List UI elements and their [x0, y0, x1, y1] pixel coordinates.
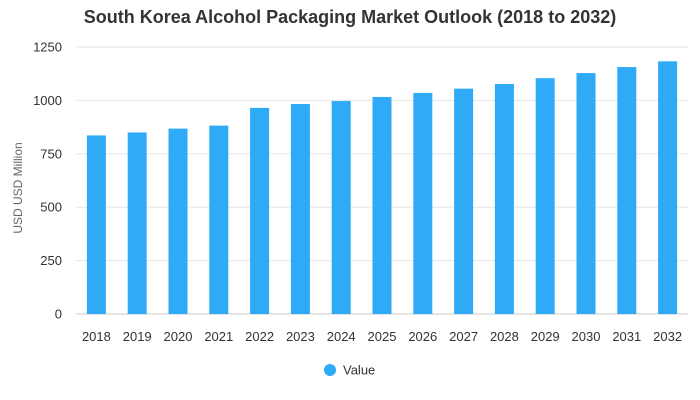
bar-2028[interactable]	[494, 83, 514, 315]
x-tick-label: 2028	[490, 329, 519, 344]
bar-2019[interactable]	[127, 132, 147, 314]
x-tick-label: 2026	[408, 329, 437, 344]
y-axis-ticks: 0 250 500 750 1000 1250	[33, 40, 62, 322]
x-tick-label: 2031	[612, 329, 641, 344]
bar-2023[interactable]	[290, 104, 310, 315]
bar-2030[interactable]	[576, 73, 596, 314]
legend-label-value: Value	[343, 363, 375, 378]
x-tick-label: 2027	[449, 329, 478, 344]
bar-2025[interactable]	[372, 96, 392, 315]
bar-2031[interactable]	[617, 67, 637, 314]
y-tick-label: 1000	[33, 93, 62, 108]
legend-marker-value	[324, 364, 336, 376]
x-tick-label: 2021	[204, 329, 233, 344]
x-tick-label: 2029	[531, 329, 560, 344]
bar-2021[interactable]	[209, 125, 229, 314]
bars	[86, 61, 678, 315]
y-tick-label: 1250	[33, 40, 62, 55]
x-tick-label: 2032	[653, 329, 682, 344]
bar-2026[interactable]	[413, 92, 433, 314]
x-tick-label: 2020	[164, 329, 193, 344]
x-tick-label: 2018	[82, 329, 111, 344]
bar-2020[interactable]	[168, 128, 188, 314]
x-tick-label: 2024	[327, 329, 356, 344]
x-tick-label: 2030	[572, 329, 601, 344]
legend[interactable]: Value	[324, 363, 375, 378]
bar-2022[interactable]	[250, 107, 270, 314]
x-tick-label: 2022	[245, 329, 274, 344]
y-axis-title: USD USD Million	[11, 142, 25, 233]
chart-title: South Korea Alcohol Packaging Market Out…	[83, 7, 617, 27]
bar-2032[interactable]	[658, 61, 678, 314]
x-tick-label: 2025	[368, 329, 397, 344]
x-tick-label: 2019	[123, 329, 152, 344]
y-tick-label: 250	[40, 253, 62, 268]
x-axis-ticks: 2018 2019 2020 2021 2022 2023 2024 2025 2026 2027…	[82, 329, 682, 344]
x-tick-label: 2023	[286, 329, 315, 344]
bar-2018[interactable]	[86, 135, 106, 314]
y-tick-label: 500	[40, 200, 62, 215]
y-tick-label: 750	[40, 146, 62, 161]
bar-2024[interactable]	[331, 101, 351, 314]
bar-2027[interactable]	[454, 88, 474, 314]
bar-2029[interactable]	[535, 78, 555, 314]
y-tick-label: 0	[55, 307, 62, 322]
